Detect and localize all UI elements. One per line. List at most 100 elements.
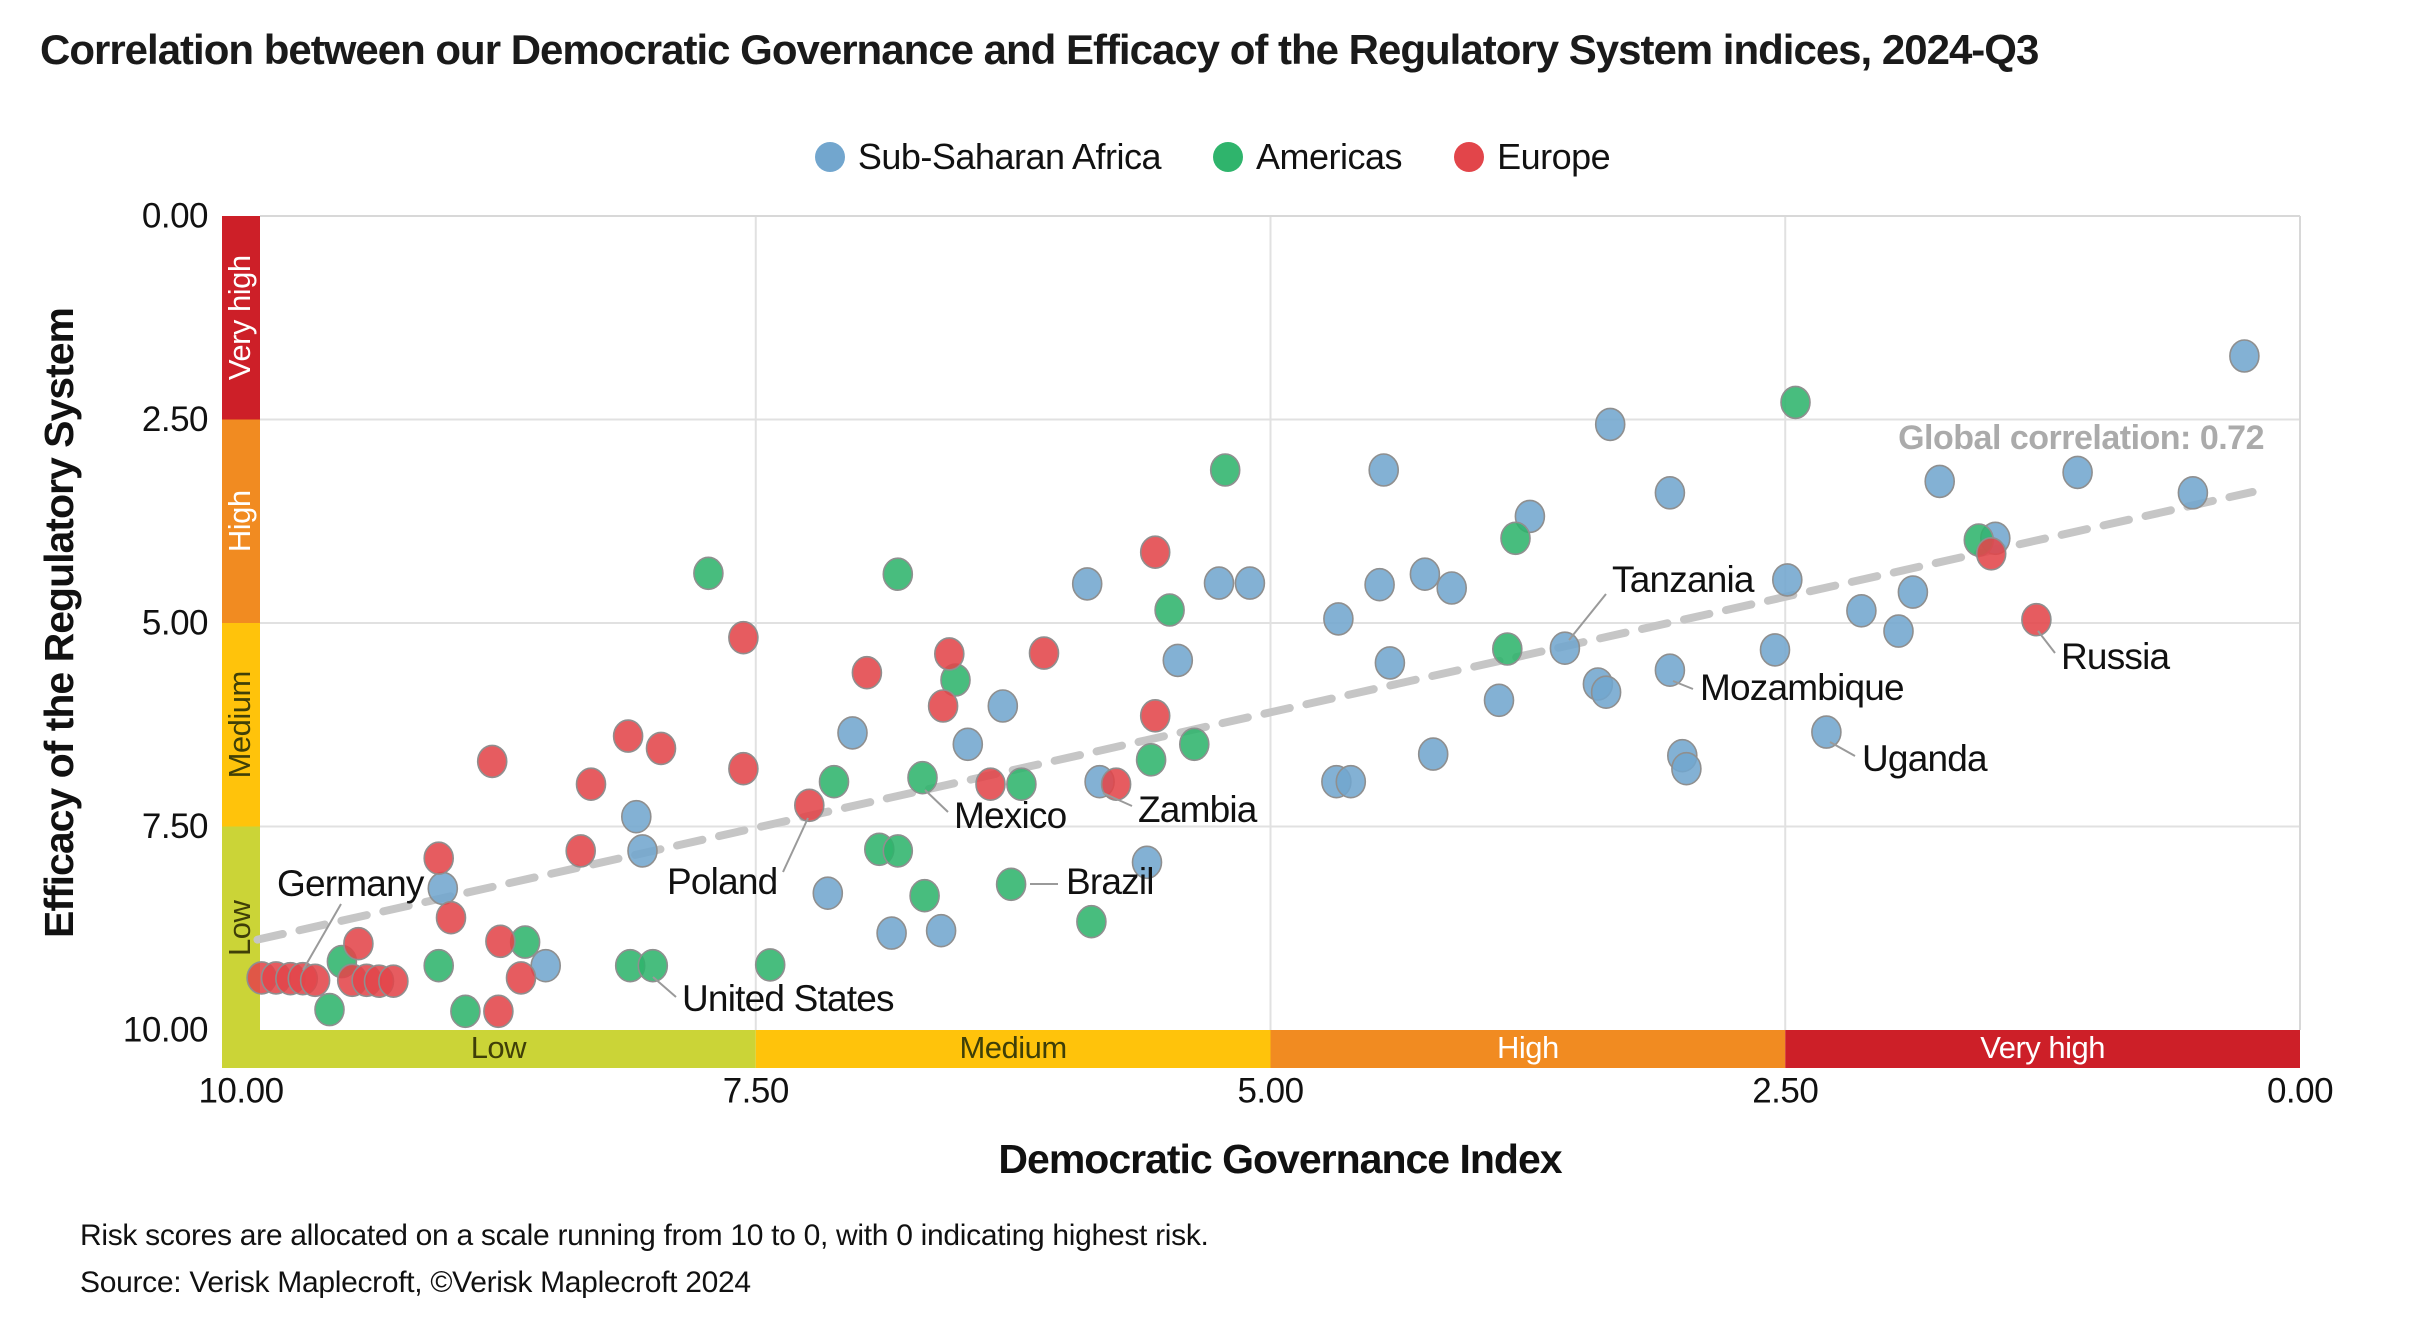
data-point-sub_saharan_africa[interactable] bbox=[1131, 845, 1163, 880]
annotation-leader-line bbox=[1568, 593, 1607, 641]
x-tick-label: 0.00 bbox=[2267, 1071, 2333, 1110]
data-point-americas[interactable] bbox=[1500, 521, 1531, 556]
data-point-sub_saharan_africa[interactable] bbox=[1234, 566, 1266, 600]
data-point-europe[interactable] bbox=[793, 788, 825, 823]
x-axis-title: Democratic Governance Index bbox=[998, 1136, 1562, 1182]
data-point-sub_saharan_africa[interactable] bbox=[1364, 567, 1395, 602]
data-point-europe[interactable] bbox=[728, 751, 759, 786]
data-point-europe[interactable] bbox=[423, 841, 455, 876]
data-point-americas[interactable] bbox=[1209, 453, 1241, 487]
legend-item-americas[interactable]: Americas bbox=[1213, 136, 1403, 178]
data-point-europe[interactable] bbox=[378, 964, 409, 999]
data-point-europe[interactable] bbox=[575, 767, 607, 802]
data-point-europe[interactable] bbox=[2021, 602, 2052, 637]
data-point-americas[interactable] bbox=[1076, 904, 1107, 939]
data-point-europe[interactable] bbox=[1139, 535, 1171, 570]
data-point-europe[interactable] bbox=[851, 655, 883, 690]
data-point-europe[interactable] bbox=[483, 994, 514, 1029]
data-point-europe[interactable] bbox=[485, 924, 516, 959]
data-point-americas[interactable] bbox=[1179, 727, 1210, 762]
y-tick-label: 7.50 bbox=[142, 807, 208, 846]
data-point-americas[interactable] bbox=[882, 834, 914, 868]
data-point-sub_saharan_africa[interactable] bbox=[1323, 602, 1354, 636]
data-point-europe[interactable] bbox=[343, 926, 374, 961]
data-point-sub_saharan_africa[interactable] bbox=[1374, 646, 1406, 680]
data-point-americas[interactable] bbox=[882, 557, 914, 592]
data-point-americas[interactable] bbox=[818, 764, 850, 799]
data-point-americas[interactable] bbox=[423, 948, 455, 983]
data-point-sub_saharan_africa[interactable] bbox=[1409, 557, 1441, 592]
data-point-europe[interactable] bbox=[927, 689, 959, 723]
data-point-americas[interactable] bbox=[1006, 767, 1037, 802]
data-point-sub_saharan_africa[interactable] bbox=[1590, 675, 1622, 710]
annotation-label-poland: Poland bbox=[667, 861, 777, 902]
data-point-americas[interactable] bbox=[1492, 632, 1523, 666]
data-point-europe[interactable] bbox=[1139, 698, 1171, 733]
data-point-sub_saharan_africa[interactable] bbox=[1846, 593, 1877, 628]
data-point-sub_saharan_africa[interactable] bbox=[876, 916, 907, 950]
data-point-sub_saharan_africa[interactable] bbox=[952, 727, 984, 762]
data-point-sub_saharan_africa[interactable] bbox=[837, 716, 868, 750]
legend-item-europe[interactable]: Europe bbox=[1454, 136, 1611, 178]
data-point-europe[interactable] bbox=[505, 961, 537, 995]
data-point-europe[interactable] bbox=[1975, 536, 2007, 571]
data-point-sub_saharan_africa[interactable] bbox=[1549, 631, 1581, 666]
data-point-sub_saharan_africa[interactable] bbox=[1483, 683, 1515, 718]
data-point-americas[interactable] bbox=[754, 948, 786, 982]
data-point-sub_saharan_africa[interactable] bbox=[1811, 715, 1842, 749]
data-point-americas[interactable] bbox=[314, 992, 345, 1027]
data-point-sub_saharan_africa[interactable] bbox=[1924, 464, 1955, 499]
annotation-leader-line bbox=[2037, 630, 2056, 654]
data-point-sub_saharan_africa[interactable] bbox=[1883, 614, 1914, 648]
data-point-sub_saharan_africa[interactable] bbox=[1368, 453, 1399, 487]
data-point-americas[interactable] bbox=[450, 994, 481, 1029]
data-point-sub_saharan_africa[interactable] bbox=[1162, 643, 1194, 678]
data-point-sub_saharan_africa[interactable] bbox=[620, 799, 652, 834]
data-point-sub_saharan_africa[interactable] bbox=[1654, 475, 1686, 510]
data-point-americas[interactable] bbox=[1154, 593, 1185, 627]
data-point-americas[interactable] bbox=[1135, 742, 1167, 777]
annotation-label-russia: Russia bbox=[2061, 636, 2171, 677]
legend-item-sub_saharan_africa[interactable]: Sub-Saharan Africa bbox=[814, 136, 1162, 178]
data-point-europe[interactable] bbox=[1028, 636, 1060, 670]
data-point-sub_saharan_africa[interactable] bbox=[1203, 566, 1235, 600]
data-point-americas[interactable] bbox=[907, 760, 938, 795]
data-point-sub_saharan_africa[interactable] bbox=[1759, 633, 1791, 667]
data-point-sub_saharan_africa[interactable] bbox=[1654, 653, 1686, 688]
data-point-europe[interactable] bbox=[565, 834, 597, 868]
data-point-sub_saharan_africa[interactable] bbox=[1071, 567, 1103, 601]
data-point-sub_saharan_africa[interactable] bbox=[2062, 455, 2093, 490]
data-point-europe[interactable] bbox=[933, 637, 965, 671]
x-risk-band-medium bbox=[755, 1030, 1271, 1068]
data-point-sub_saharan_africa[interactable] bbox=[1671, 751, 1702, 786]
data-point-sub_saharan_africa[interactable] bbox=[2229, 339, 2260, 373]
data-point-americas[interactable] bbox=[909, 878, 940, 913]
data-point-americas[interactable] bbox=[637, 948, 669, 983]
data-point-europe[interactable] bbox=[299, 963, 331, 998]
data-point-sub_saharan_africa[interactable] bbox=[1436, 571, 1467, 605]
data-point-sub_saharan_africa[interactable] bbox=[1335, 764, 1367, 799]
data-point-sub_saharan_africa[interactable] bbox=[812, 876, 844, 911]
data-point-sub_saharan_africa[interactable] bbox=[2177, 475, 2209, 510]
data-point-europe[interactable] bbox=[612, 719, 644, 753]
global-correlation-label: Global correlation: 0.72 bbox=[1898, 419, 2264, 457]
data-point-americas[interactable] bbox=[1780, 385, 1811, 420]
footnote-source: Source: Verisk Maplecroft, ©Verisk Maple… bbox=[80, 1266, 751, 1299]
data-point-sub_saharan_africa[interactable] bbox=[1594, 407, 1626, 442]
data-point-americas[interactable] bbox=[995, 867, 1027, 902]
data-point-sub_saharan_africa[interactable] bbox=[1772, 563, 1803, 597]
data-point-sub_saharan_africa[interactable] bbox=[1897, 575, 1929, 609]
data-point-sub_saharan_africa[interactable] bbox=[1417, 737, 1449, 771]
data-point-europe[interactable] bbox=[476, 744, 508, 779]
data-point-sub_saharan_africa[interactable] bbox=[987, 689, 1019, 723]
data-point-europe[interactable] bbox=[728, 620, 759, 655]
data-point-sub_saharan_africa[interactable] bbox=[925, 913, 957, 948]
data-point-sub_saharan_africa[interactable] bbox=[627, 834, 658, 868]
data-point-europe[interactable] bbox=[975, 767, 1006, 802]
data-point-europe[interactable] bbox=[435, 900, 467, 935]
data-point-sub_saharan_africa[interactable] bbox=[427, 871, 459, 906]
data-point-americas[interactable] bbox=[693, 556, 724, 591]
data-point-europe[interactable] bbox=[645, 731, 677, 766]
data-point-europe[interactable] bbox=[1100, 767, 1132, 802]
